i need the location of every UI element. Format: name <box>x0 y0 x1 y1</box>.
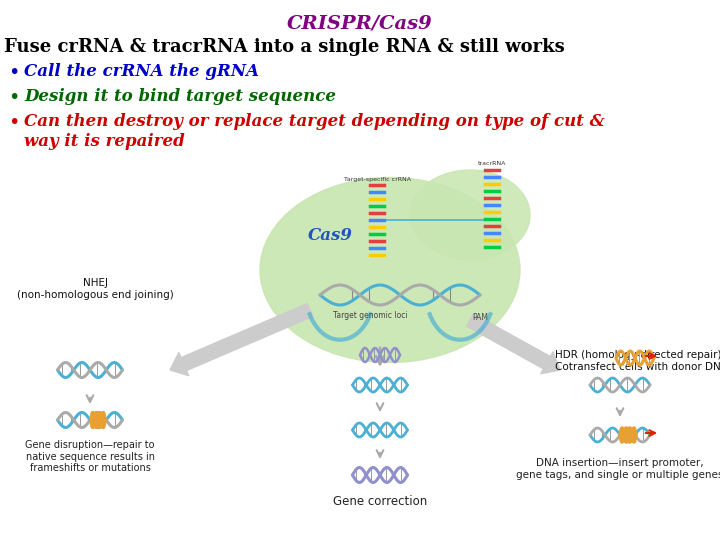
Text: Target-specific crRNA: Target-specific crRNA <box>343 177 410 182</box>
Text: PAM: PAM <box>472 313 488 322</box>
FancyArrow shape <box>170 303 312 376</box>
Text: Design it to bind target sequence: Design it to bind target sequence <box>24 88 336 105</box>
Text: way it is repaired: way it is repaired <box>24 133 185 150</box>
Text: Gene correction: Gene correction <box>333 495 427 508</box>
Text: •: • <box>8 113 19 132</box>
Ellipse shape <box>260 178 520 362</box>
Text: HDR (homology-directed repair)
Cotransfect cells with donor DNA: HDR (homology-directed repair) Cotransfe… <box>555 350 720 372</box>
Ellipse shape <box>410 170 530 260</box>
Text: •: • <box>8 88 19 107</box>
Text: NHEJ
(non-homologous end joining): NHEJ (non-homologous end joining) <box>17 278 174 300</box>
Text: Can then destroy or replace target depending on type of cut &: Can then destroy or replace target depen… <box>24 113 605 130</box>
Text: •: • <box>8 63 19 82</box>
Text: Cas9: Cas9 <box>307 226 353 244</box>
Text: Fuse crRNA & tracrRNA into a single RNA & still works: Fuse crRNA & tracrRNA into a single RNA … <box>4 38 564 56</box>
FancyArrow shape <box>467 314 560 374</box>
Text: Target genomic loci: Target genomic loci <box>333 311 408 320</box>
Text: tracrRNA: tracrRNA <box>478 161 506 166</box>
Text: DNA insertion—insert promoter,
gene tags, and single or multiple genes: DNA insertion—insert promoter, gene tags… <box>516 458 720 480</box>
Text: CRISPR/Cas9: CRISPR/Cas9 <box>287 14 433 32</box>
Text: Call the crRNA the gRNA: Call the crRNA the gRNA <box>24 63 259 80</box>
Text: Gene disruption—repair to
native sequence results in
frameshifts or mutations: Gene disruption—repair to native sequenc… <box>25 440 155 473</box>
